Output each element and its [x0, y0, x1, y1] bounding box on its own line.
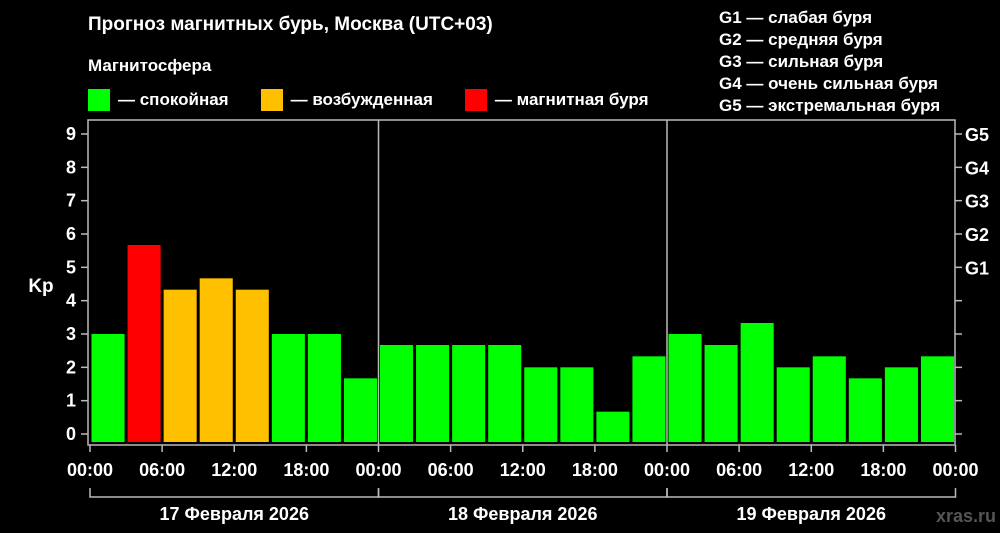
kp-bar: [380, 345, 414, 442]
legend-swatch-excited: [260, 89, 283, 111]
g-tick-label: G3: [965, 192, 989, 212]
y-tick-label: 1: [66, 391, 76, 411]
kp-bar: [343, 378, 377, 442]
y-tick-label: 0: [66, 424, 76, 444]
chart-title: Прогноз магнитных бурь, Москва (UTC+03): [88, 14, 493, 35]
kp-bar: [848, 378, 882, 442]
x-tick-label: 00:00: [644, 460, 690, 480]
day-label: 18 Февраля 2026: [448, 504, 597, 524]
x-tick-label: 12:00: [211, 460, 257, 480]
x-tick-label: 00:00: [355, 460, 401, 480]
legend: — спокойная — возбужденная — магнитная б…: [88, 89, 681, 111]
legend-swatch-calm: [88, 89, 110, 111]
x-tick-label: 06:00: [716, 460, 762, 480]
kp-bar: [488, 345, 522, 442]
day-bracket: [377, 488, 668, 498]
x-tick-label: 12:00: [788, 460, 834, 480]
watermark: xras.ru: [935, 506, 996, 526]
kp-bar: [91, 334, 125, 442]
x-tick-label: 06:00: [428, 460, 474, 480]
x-tick-label: 06:00: [139, 460, 185, 480]
y-tick-label: 2: [66, 357, 76, 377]
day-label: 19 Февраля 2026: [737, 504, 886, 524]
g-tick-label: G2: [965, 225, 989, 245]
y-tick-label: 7: [66, 191, 76, 211]
g-tick-label: G4: [965, 158, 989, 178]
kp-bar: [127, 245, 161, 442]
kp-bar: [163, 289, 197, 442]
g-tick-label: G5: [965, 125, 989, 145]
x-tick-label: 18:00: [283, 460, 329, 480]
kp-bar: [452, 345, 486, 442]
legend-heading: Магнитосфера: [88, 56, 212, 75]
kp-bar: [307, 334, 341, 442]
day-bracket: [666, 488, 957, 498]
y-tick-label: 9: [66, 124, 76, 144]
y-axis-label: Kp: [28, 276, 53, 297]
g-scale-legend: G1 — слабая буря G2 — средняя буря G3 — …: [719, 7, 940, 117]
g-scale-item-g4: G4 — очень сильная буря: [719, 74, 938, 93]
y-tick-label: 8: [66, 157, 76, 177]
x-tick-label: 18:00: [860, 460, 906, 480]
kp-bar: [524, 367, 558, 442]
kp-bar: [560, 367, 594, 442]
kp-bar: [596, 411, 630, 442]
kp-bar: [776, 367, 810, 442]
legend-label-calm: — спокойная: [118, 90, 229, 109]
legend-label-excited: — возбужденная: [290, 90, 433, 109]
day-bracket: [89, 488, 380, 498]
g-scale-item-g5: G5 — экстремальная буря: [719, 96, 941, 115]
g-scale-item-g1: G1 — слабая буря: [719, 8, 873, 27]
kp-bar: [271, 334, 305, 442]
kp-bar: [920, 356, 954, 442]
y-tick-label: 3: [66, 324, 76, 344]
legend-swatch-storm: [464, 89, 487, 111]
legend-item-excited: — возбужденная: [260, 89, 433, 111]
x-tick-label: 12:00: [500, 460, 546, 480]
kp-bar: [884, 367, 918, 442]
kp-bar: [740, 323, 774, 442]
kp-bar: [199, 278, 233, 442]
kp-bar: [668, 334, 702, 442]
g-scale-item-g2: G2 — средняя буря: [719, 30, 883, 49]
day-label: 17 Февраля 2026: [160, 504, 309, 524]
plot-frame: [87, 119, 956, 446]
y-tick-label: 6: [66, 224, 76, 244]
y-tick-label: 5: [66, 257, 76, 277]
kp-bar: [632, 356, 666, 442]
kp-bar: [812, 356, 846, 442]
g-tick-label: G1: [965, 258, 989, 278]
legend-item-calm: — спокойная: [88, 89, 229, 111]
g-scale-item-g3: G3 — сильная буря: [719, 52, 884, 71]
x-tick-label: 00:00: [67, 460, 113, 480]
kp-bar: [416, 345, 450, 442]
legend-item-storm: — магнитная буря: [464, 89, 649, 111]
x-tick-label: 00:00: [932, 460, 978, 480]
kp-bar: [704, 345, 738, 442]
legend-label-storm: — магнитная буря: [494, 90, 649, 109]
x-tick-label: 18:00: [572, 460, 618, 480]
kp-bar: [235, 289, 269, 442]
y-tick-label: 4: [66, 291, 76, 311]
